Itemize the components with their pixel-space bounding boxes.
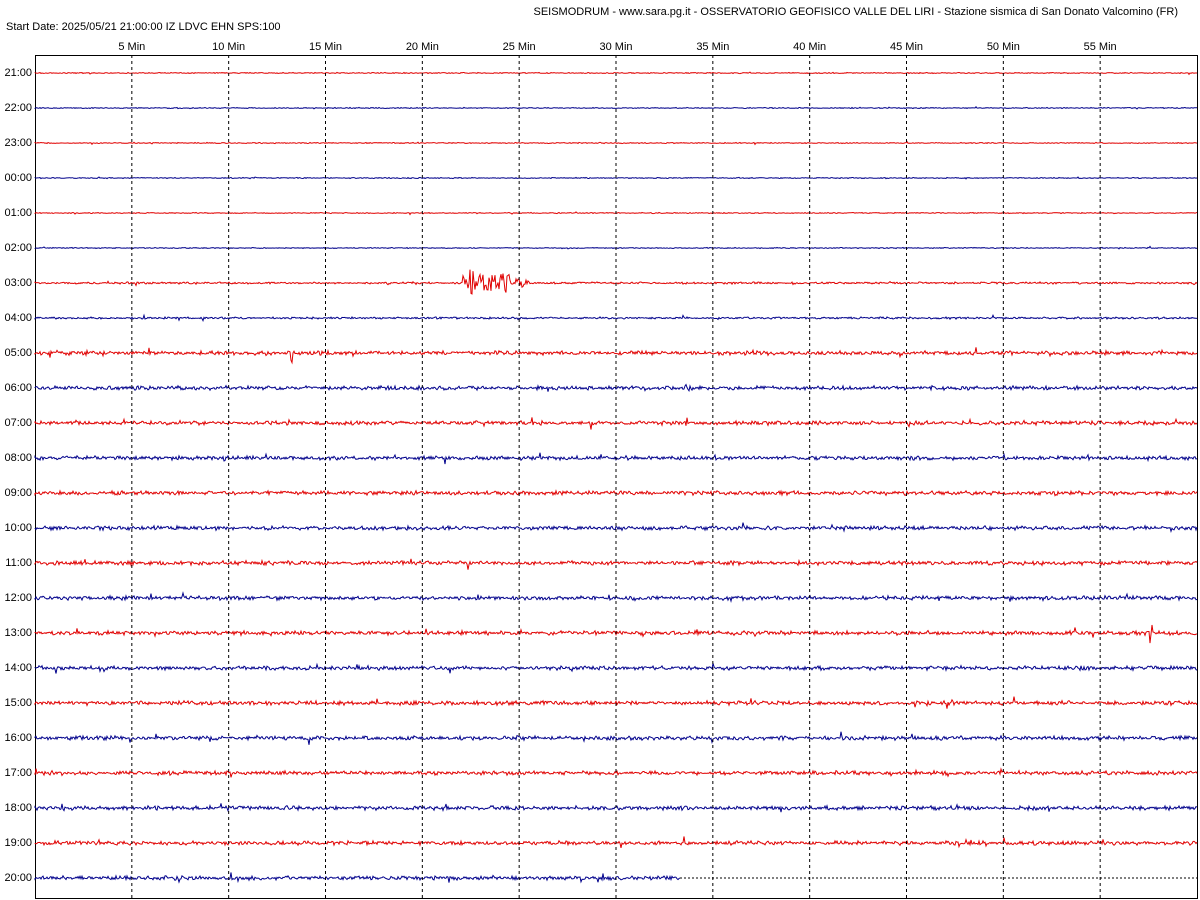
minute-label: 45 Min <box>890 41 923 53</box>
hour-label: 12:00 <box>4 592 32 604</box>
hour-label: 19:00 <box>4 837 32 849</box>
minute-label: 10 Min <box>212 41 245 53</box>
trace <box>34 872 681 884</box>
hour-label: 05:00 <box>4 347 32 359</box>
minute-label: 30 Min <box>599 41 632 53</box>
minute-label: 50 Min <box>987 41 1020 53</box>
hour-label: 11:00 <box>5 557 32 569</box>
trace <box>34 313 1198 323</box>
trace <box>34 383 1198 393</box>
hour-label: 02:00 <box>4 242 32 254</box>
hour-label: 09:00 <box>4 487 32 499</box>
hour-label: 20:00 <box>4 872 32 884</box>
hour-label: 07:00 <box>4 417 32 429</box>
hour-label: 13:00 <box>4 627 32 639</box>
minute-label: 55 Min <box>1084 41 1117 53</box>
hour-label: 23:00 <box>4 137 32 149</box>
hour-label: 21:00 <box>4 67 32 79</box>
hour-label: 06:00 <box>4 382 32 394</box>
hour-label: 00:00 <box>4 172 32 184</box>
hour-label: 04:00 <box>4 312 32 324</box>
title: SEISMODRUM - www.sara.pg.it - OSSERVATOR… <box>533 6 1178 18</box>
hour-label: 16:00 <box>4 732 32 744</box>
minute-label: 25 Min <box>503 41 536 53</box>
minute-label: 20 Min <box>406 41 439 53</box>
trace <box>34 522 1198 534</box>
hour-label: 17:00 <box>4 767 32 779</box>
trace <box>34 140 1198 146</box>
minute-label: 5 Min <box>118 41 145 53</box>
trace <box>34 558 1198 570</box>
minute-label: 15 Min <box>309 41 342 53</box>
hour-label: 18:00 <box>4 802 32 814</box>
trace <box>34 347 1198 365</box>
hour-label: 08:00 <box>4 452 32 464</box>
trace <box>34 106 1197 110</box>
minute-label: 35 Min <box>696 41 729 53</box>
trace <box>34 731 1198 745</box>
hour-label: 01:00 <box>4 207 32 219</box>
minute-label: 40 Min <box>793 41 826 53</box>
start-date: Start Date: 2025/05/21 21:00:00 IZ LDVC … <box>6 21 281 33</box>
hour-label: 03:00 <box>4 277 32 289</box>
hour-label: 15:00 <box>4 697 32 709</box>
hour-label: 10:00 <box>4 522 32 534</box>
hour-label: 22:00 <box>4 102 32 114</box>
hour-label: 14:00 <box>4 662 32 674</box>
